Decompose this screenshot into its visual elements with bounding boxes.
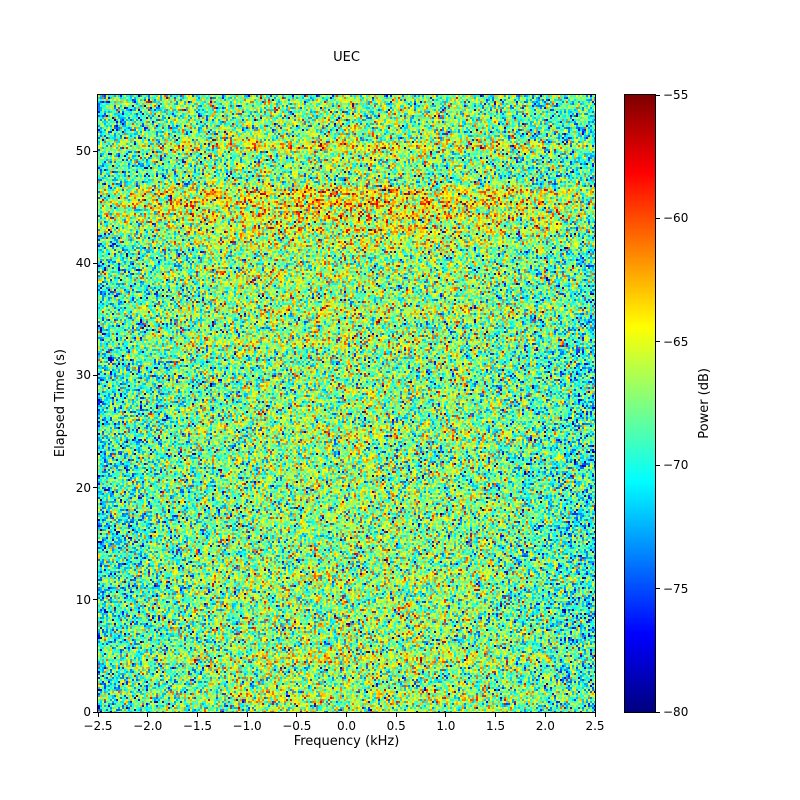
x-tick-mark bbox=[594, 713, 596, 717]
x-tick-mark bbox=[445, 713, 447, 717]
x-tick-mark bbox=[346, 713, 347, 717]
x-tick-label: 0.0 bbox=[336, 719, 357, 733]
x-tick-label: −0.5 bbox=[282, 719, 312, 733]
y-tick-label: 50 bbox=[75, 144, 91, 159]
colorbar-tick-mark bbox=[656, 341, 660, 343]
y-axis-label: Elapsed Time (s) bbox=[52, 349, 68, 458]
x-tick-mark bbox=[196, 713, 198, 717]
y-tick-label: 0 bbox=[83, 705, 91, 719]
colorbar-tick-label: −55 bbox=[663, 88, 689, 102]
colorbar-gradient bbox=[624, 94, 656, 713]
x-axis-label: Frequency (kHz) bbox=[293, 734, 400, 749]
colorbar-label: Power (dB) bbox=[696, 368, 712, 439]
x-tick-label: 2.5 bbox=[585, 719, 605, 733]
colorbar-label-wrap: Power (dB) bbox=[694, 95, 714, 712]
colorbar-tick-mark bbox=[656, 711, 660, 713]
x-tick-label: −1.5 bbox=[182, 719, 212, 733]
y-axis-label-wrap: Elapsed Time (s) bbox=[50, 95, 70, 712]
x-tick-mark bbox=[97, 713, 99, 717]
x-tick-label: −2.5 bbox=[83, 719, 113, 733]
x-tick-label: −2.0 bbox=[133, 719, 163, 733]
y-tick-mark bbox=[93, 150, 97, 152]
colorbar-tick-label: −70 bbox=[663, 458, 689, 473]
y-tick-label: 30 bbox=[75, 368, 91, 383]
x-tick-mark bbox=[495, 713, 497, 717]
y-tick-mark bbox=[93, 599, 97, 601]
x-tick-mark bbox=[296, 713, 298, 717]
y-tick-label: 40 bbox=[75, 256, 91, 271]
spectrogram-heatmap bbox=[97, 94, 596, 713]
colorbar-tick-label: −75 bbox=[663, 581, 689, 596]
colorbar-tick-label: −60 bbox=[663, 211, 689, 226]
x-tick-label: 2.0 bbox=[535, 719, 555, 733]
y-tick-mark bbox=[93, 711, 97, 713]
x-tick-label: 0.5 bbox=[386, 719, 406, 733]
x-tick-label: 1.0 bbox=[436, 719, 456, 733]
colorbar-tick-mark bbox=[656, 464, 660, 466]
y-tick-mark bbox=[93, 374, 97, 376]
colorbar-tick-mark bbox=[656, 94, 660, 96]
colorbar-tick-mark bbox=[656, 588, 660, 590]
y-tick-mark bbox=[93, 487, 97, 489]
y-tick-mark bbox=[93, 262, 97, 264]
chart-title: UEC bbox=[333, 50, 360, 65]
x-tick-mark bbox=[246, 713, 248, 717]
x-tick-mark bbox=[147, 713, 149, 717]
y-tick-label: 10 bbox=[75, 592, 91, 607]
colorbar-tick-mark bbox=[656, 217, 660, 219]
x-tick-label: −1.0 bbox=[232, 719, 262, 733]
x-tick-mark bbox=[395, 713, 397, 717]
colorbar-tick-label: −80 bbox=[663, 705, 689, 719]
y-tick-label: 20 bbox=[75, 480, 91, 495]
x-tick-mark bbox=[544, 713, 546, 717]
colorbar-tick-label: −65 bbox=[663, 334, 689, 349]
x-tick-label: 1.5 bbox=[486, 719, 506, 733]
